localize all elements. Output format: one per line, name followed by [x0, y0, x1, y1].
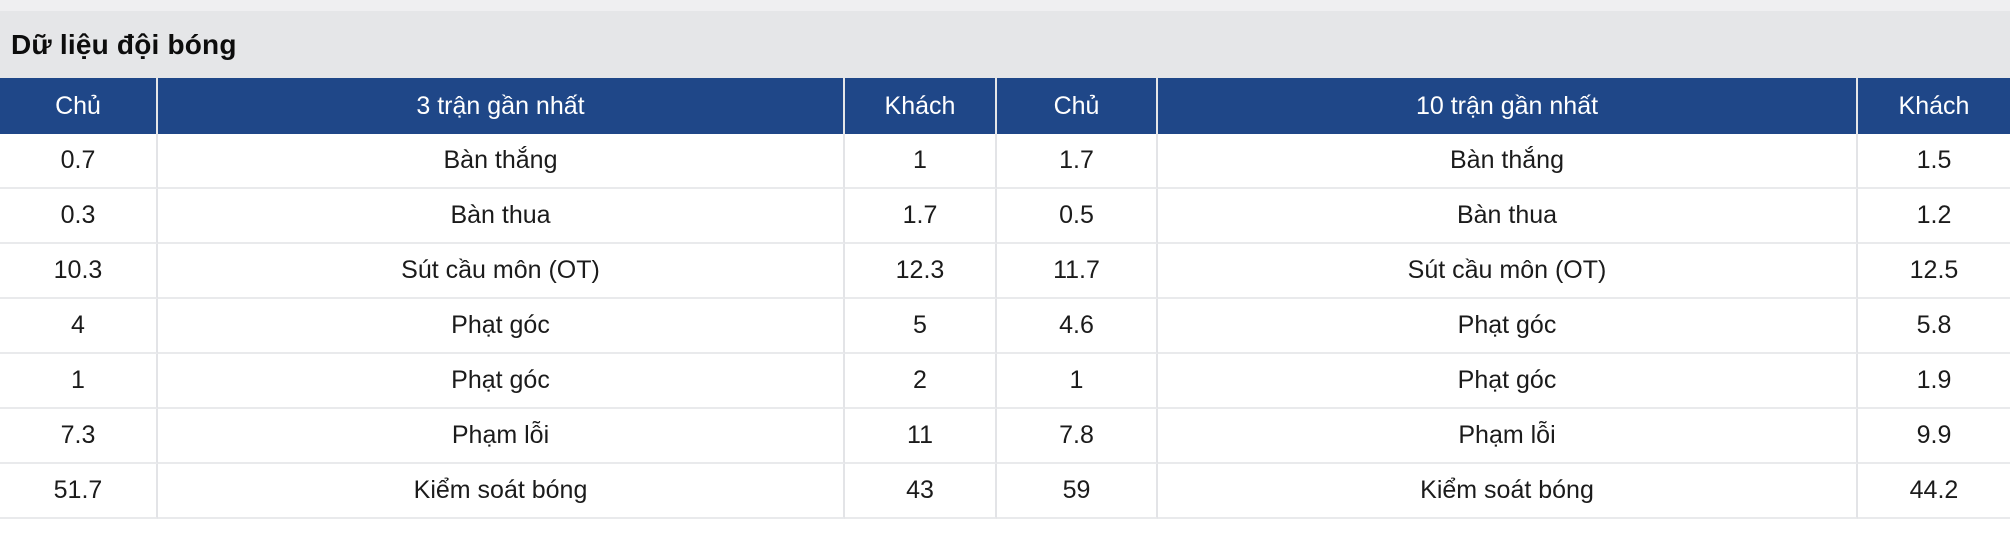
stat-label: Sút cầu môn (OT) [158, 244, 845, 299]
stat-value: 1.7 [997, 134, 1158, 189]
table-row: 0.3 Bàn thua 1.7 0.5 Bàn thua 1.2 [0, 189, 2010, 244]
stat-value: 7.8 [997, 409, 1158, 464]
column-header-3: Chủ [997, 78, 1158, 134]
stats-table-body: 0.7 Bàn thắng 1 1.7 Bàn thắng 1.5 0.3 Bàn thua 1… [0, 134, 2010, 519]
stat-value: 43 [845, 464, 997, 519]
stat-value: 59 [997, 464, 1158, 519]
stat-value: 0.3 [0, 189, 158, 244]
stat-value: 9.9 [1858, 409, 2010, 464]
stat-value: 1.2 [1858, 189, 2010, 244]
stat-value: 5 [845, 299, 997, 354]
column-header-2: Khách [845, 78, 997, 134]
stat-value: 4.6 [997, 299, 1158, 354]
stat-value: 11.7 [997, 244, 1158, 299]
stat-value: 4 [0, 299, 158, 354]
stat-label: Bàn thua [1158, 189, 1858, 244]
table-row: 10.3 Sút cầu môn (OT) 12.3 11.7 Sút cầu môn … [0, 244, 2010, 299]
stat-label: Sút cầu môn (OT) [1158, 244, 1858, 299]
stat-value: 1.5 [1858, 134, 2010, 189]
stat-label: Kiểm soát bóng [158, 464, 845, 519]
stat-value: 1 [0, 354, 158, 409]
stat-label: Phạm lỗi [1158, 409, 1858, 464]
stat-value: 11 [845, 409, 997, 464]
stat-value: 0.5 [997, 189, 1158, 244]
column-header-5: Khách [1858, 78, 2010, 134]
stat-label: Phạt góc [1158, 299, 1858, 354]
stat-value: 44.2 [1858, 464, 2010, 519]
table-row: 1 Phạt góc 2 1 Phạt góc 1.9 [0, 354, 2010, 409]
stat-value: 1.9 [1858, 354, 2010, 409]
stat-value: 12.3 [845, 244, 997, 299]
column-header-1: 3 trận gần nhất [158, 78, 845, 134]
stat-label: Phạt góc [1158, 354, 1858, 409]
stat-value: 12.5 [1858, 244, 2010, 299]
stat-value: 5.8 [1858, 299, 2010, 354]
stat-label: Phạt góc [158, 354, 845, 409]
stat-label: Bàn thua [158, 189, 845, 244]
table-row: 0.7 Bàn thắng 1 1.7 Bàn thắng 1.5 [0, 134, 2010, 189]
stat-label: Phạt góc [158, 299, 845, 354]
stat-value: 2 [845, 354, 997, 409]
table-row: 7.3 Phạm lỗi 11 7.8 Phạm lỗi 9.9 [0, 409, 2010, 464]
top-strip [0, 0, 2010, 11]
stat-label: Kiểm soát bóng [1158, 464, 1858, 519]
table-row: 51.7 Kiểm soát bóng 43 59 Kiểm soát bóng 44.2 [0, 464, 2010, 519]
header-row: Chủ 3 trận gần nhất Khách Chủ 10 trận gần nh… [0, 78, 2010, 134]
stat-value: 10.3 [0, 244, 158, 299]
table-row: 4 Phạt góc 5 4.6 Phạt góc 5.8 [0, 299, 2010, 354]
stat-value: 0.7 [0, 134, 158, 189]
stat-value: 1 [997, 354, 1158, 409]
column-header-0: Chủ [0, 78, 158, 134]
stat-label: Bàn thắng [158, 134, 845, 189]
team-stats-table: Chủ 3 trận gần nhất Khách Chủ 10 trận gần nh… [0, 78, 2010, 519]
title-bar: Dữ liệu đội bóng [0, 11, 2010, 78]
stat-value: 1.7 [845, 189, 997, 244]
page-title: Dữ liệu đội bóng [11, 28, 237, 60]
stat-value: 7.3 [0, 409, 158, 464]
stat-value: 51.7 [0, 464, 158, 519]
stat-label: Phạm lỗi [158, 409, 845, 464]
column-header-4: 10 trận gần nhất [1158, 78, 1858, 134]
stat-value: 1 [845, 134, 997, 189]
stat-label: Bàn thắng [1158, 134, 1858, 189]
